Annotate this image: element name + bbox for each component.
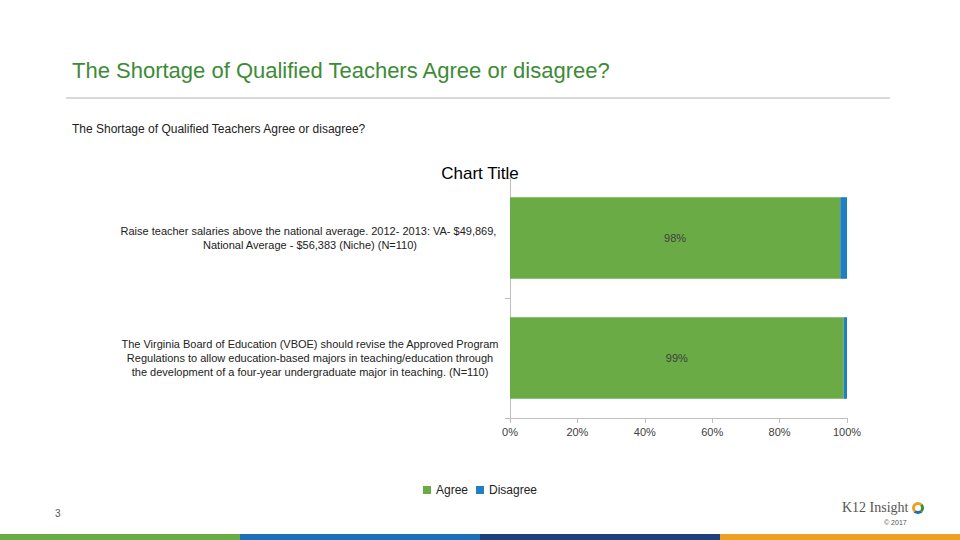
svg-text:Regulations to allow education: Regulations to allow education-based maj… — [124, 352, 496, 364]
html-text:3: 3 — [55, 508, 61, 519]
svg-text:100%: 100% — [833, 426, 861, 438]
svg-text:Disagree: Disagree — [489, 483, 537, 497]
svg-text:40%: 40% — [634, 426, 656, 438]
html-text:The Shortage of Qualified Teac: The Shortage of Qualified Teachers Agree… — [72, 58, 610, 83]
html-text:© 2017: © 2017 — [884, 519, 907, 526]
svg-text:20%: 20% — [566, 426, 588, 438]
svg-text:National Average - $56,383 (Ni: National Average - $56,383 (Niche) (N=11… — [203, 239, 417, 251]
svg-text:98%: 98% — [664, 232, 686, 244]
svg-text:the development of a four-year: the development of a four-year undergrad… — [132, 366, 489, 378]
svg-text:80%: 80% — [769, 426, 791, 438]
svg-text:The Virginia Board of Educatio: The Virginia Board of Education (VBOE) s… — [121, 338, 498, 350]
svg-text:99%: 99% — [666, 352, 688, 364]
html-text:The Shortage of Qualified Teac: The Shortage of Qualified Teachers Agree… — [72, 122, 366, 136]
svg-text:Chart Title: Chart Title — [441, 164, 518, 183]
svg-text:60%: 60% — [701, 426, 723, 438]
html-text:K12 Insight: K12 Insight — [842, 500, 909, 515]
svg-text:Agree: Agree — [436, 483, 468, 497]
svg-text:Raise teacher salaries above t: Raise teacher salaries above the nationa… — [121, 225, 500, 237]
svg-text:0%: 0% — [502, 426, 518, 438]
